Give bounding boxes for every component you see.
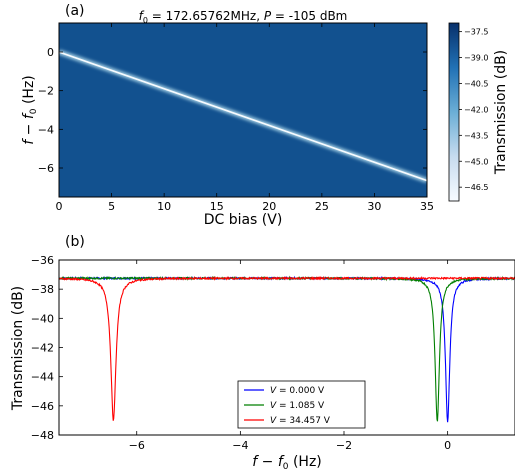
colorbar-tick-label: −46.5 (464, 183, 489, 192)
colorbar-tick-label: −43.5 (464, 131, 489, 140)
panel-b-ytick-label: −42 (31, 342, 54, 355)
legend-label-0: V = 0.000 V (270, 386, 325, 396)
panel-a-xtick-label: 25 (315, 200, 329, 213)
heatmap-background (59, 23, 427, 197)
panel-b-ytick-label: −38 (31, 283, 54, 296)
panel-a-xtick-label: 5 (108, 200, 115, 213)
panel-b-ytick-label: −40 (31, 312, 54, 325)
panel-a-xtick-label: 20 (262, 200, 276, 213)
panel-b-xtick-label: 0 (444, 439, 451, 452)
panel-b-ytick-label: −44 (31, 371, 54, 384)
panel-b-ytick-label: −46 (31, 400, 54, 413)
panel-a-ytick-label: −4 (38, 123, 54, 136)
legend: V = 0.000 V V = 1.085 V V = 34.457 V (237, 380, 366, 429)
panel-b-ylabel: Transmission (dB) (10, 286, 26, 411)
colorbar-tick-label: −39.0 (464, 54, 489, 63)
panel-a-xtick-label: 35 (420, 200, 434, 213)
panel-b-xtick-label: −2 (336, 439, 352, 452)
panel-a-ytick-label: −6 (38, 162, 54, 175)
panel-a-ytick-label: 0 (47, 46, 54, 59)
panel-a-xtick-label: 10 (157, 200, 171, 213)
legend-label-2: V = 34.457 V (270, 416, 331, 426)
panel-b-xtick-label: −4 (232, 439, 248, 452)
panel-a-label: (a) (65, 3, 85, 19)
colorbar-tick-label: −42.0 (464, 105, 489, 114)
panel-a-xtick-label: 15 (210, 200, 224, 213)
colorbar-tick-label: −40.5 (464, 79, 489, 88)
heatmap-frame (58, 22, 428, 198)
panel-b-ytick-label: −36 (31, 254, 54, 267)
panel-a-xtick-label: 30 (367, 200, 381, 213)
panel-b-xtick-label: −6 (129, 439, 145, 452)
panel-b-label: (b) (65, 234, 85, 250)
resonance-ridge (59, 51, 427, 182)
panel-a-xtick-label: 0 (56, 200, 63, 213)
panel-a-ylabel: f − f0 (Hz) (21, 75, 39, 145)
series-line-2 (59, 275, 515, 421)
panel-a-title: f0 = 172.65762MHz, P = -105 dBm (139, 9, 348, 25)
panel-a-ytick-label: −2 (38, 85, 54, 98)
colorbar-tick-label: −45.0 (464, 157, 489, 166)
panel-a-xlabel: DC bias (V) (204, 212, 283, 228)
colorbar-tick-label: −37.5 (464, 28, 489, 37)
panel-b-xlabel: f − f0 (Hz) (252, 454, 322, 472)
legend-label-1: V = 1.085 V (270, 401, 325, 411)
colorbar (448, 22, 460, 202)
panel-b-ytick-label: −48 (31, 429, 54, 442)
colorbar-label: Transmission (dB) (493, 50, 509, 175)
